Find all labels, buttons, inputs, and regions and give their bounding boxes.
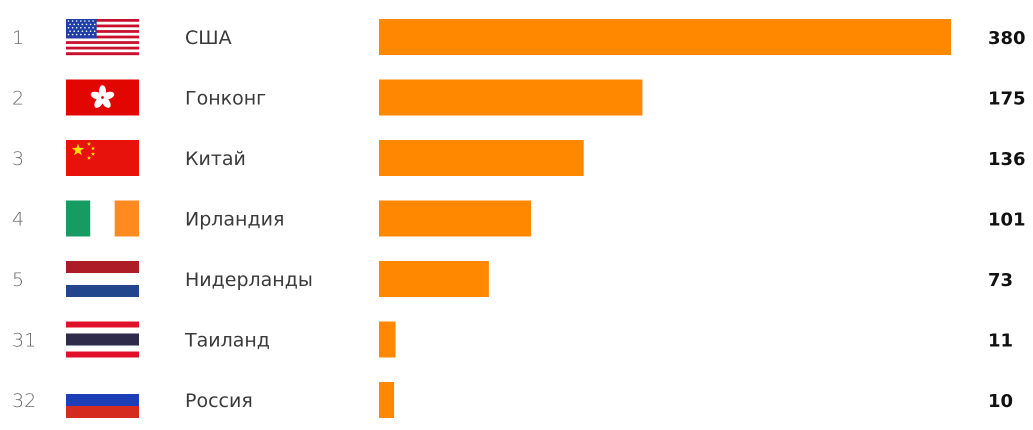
hong-kong-flag-icon bbox=[66, 79, 139, 116]
netherlands-flag-icon bbox=[66, 261, 139, 297]
value-label: 10 bbox=[988, 391, 1013, 412]
rank-label: 4 bbox=[12, 209, 24, 231]
thailand-flag-icon bbox=[66, 321, 139, 358]
value-label: 101 bbox=[988, 210, 1026, 231]
rank-label: 5 bbox=[12, 269, 24, 291]
china-flag-icon bbox=[66, 140, 139, 176]
country-label: Гонконг bbox=[185, 88, 266, 110]
value-label: 73 bbox=[988, 270, 1013, 291]
rank-label: 32 bbox=[12, 390, 36, 412]
value-bar bbox=[379, 19, 951, 55]
chart-row: 31 Таиланд 11 bbox=[12, 321, 1013, 358]
chart-row: 2 Гонконг 175 bbox=[12, 79, 1026, 116]
rank-label: 31 bbox=[12, 330, 36, 352]
ireland-flag-icon bbox=[66, 200, 139, 237]
us-flag-icon bbox=[66, 19, 139, 56]
country-label: Китай bbox=[185, 148, 246, 170]
value-label: 380 bbox=[988, 28, 1026, 49]
value-bar bbox=[379, 200, 532, 237]
chart-row: 5 Нидерланды 73 bbox=[12, 261, 1013, 297]
value-bar bbox=[379, 261, 489, 297]
rank-label: 3 bbox=[12, 148, 24, 170]
country-label: Ирландия bbox=[185, 209, 284, 231]
country-label: Россия bbox=[185, 390, 253, 412]
value-bar bbox=[379, 382, 395, 418]
chart-row: 3 Китай 136 bbox=[12, 140, 1026, 176]
value-bar bbox=[379, 140, 584, 176]
chart-row: 4 Ирландия 101 bbox=[12, 200, 1026, 237]
value-label: 136 bbox=[988, 149, 1026, 170]
rank-label: 1 bbox=[12, 27, 24, 49]
russia-flag-icon bbox=[66, 382, 139, 418]
rank-label: 2 bbox=[12, 88, 24, 110]
country-label: Нидерланды bbox=[185, 269, 313, 291]
value-bar bbox=[379, 321, 396, 358]
country-label: Таиланд bbox=[184, 330, 270, 352]
country-label: США bbox=[185, 27, 232, 49]
value-label: 11 bbox=[988, 331, 1013, 352]
value-label: 175 bbox=[988, 89, 1026, 110]
chart-row: 32 Россия 10 bbox=[12, 382, 1013, 418]
value-bar bbox=[379, 79, 643, 116]
chart-row: 1 США 380 bbox=[12, 19, 1026, 56]
